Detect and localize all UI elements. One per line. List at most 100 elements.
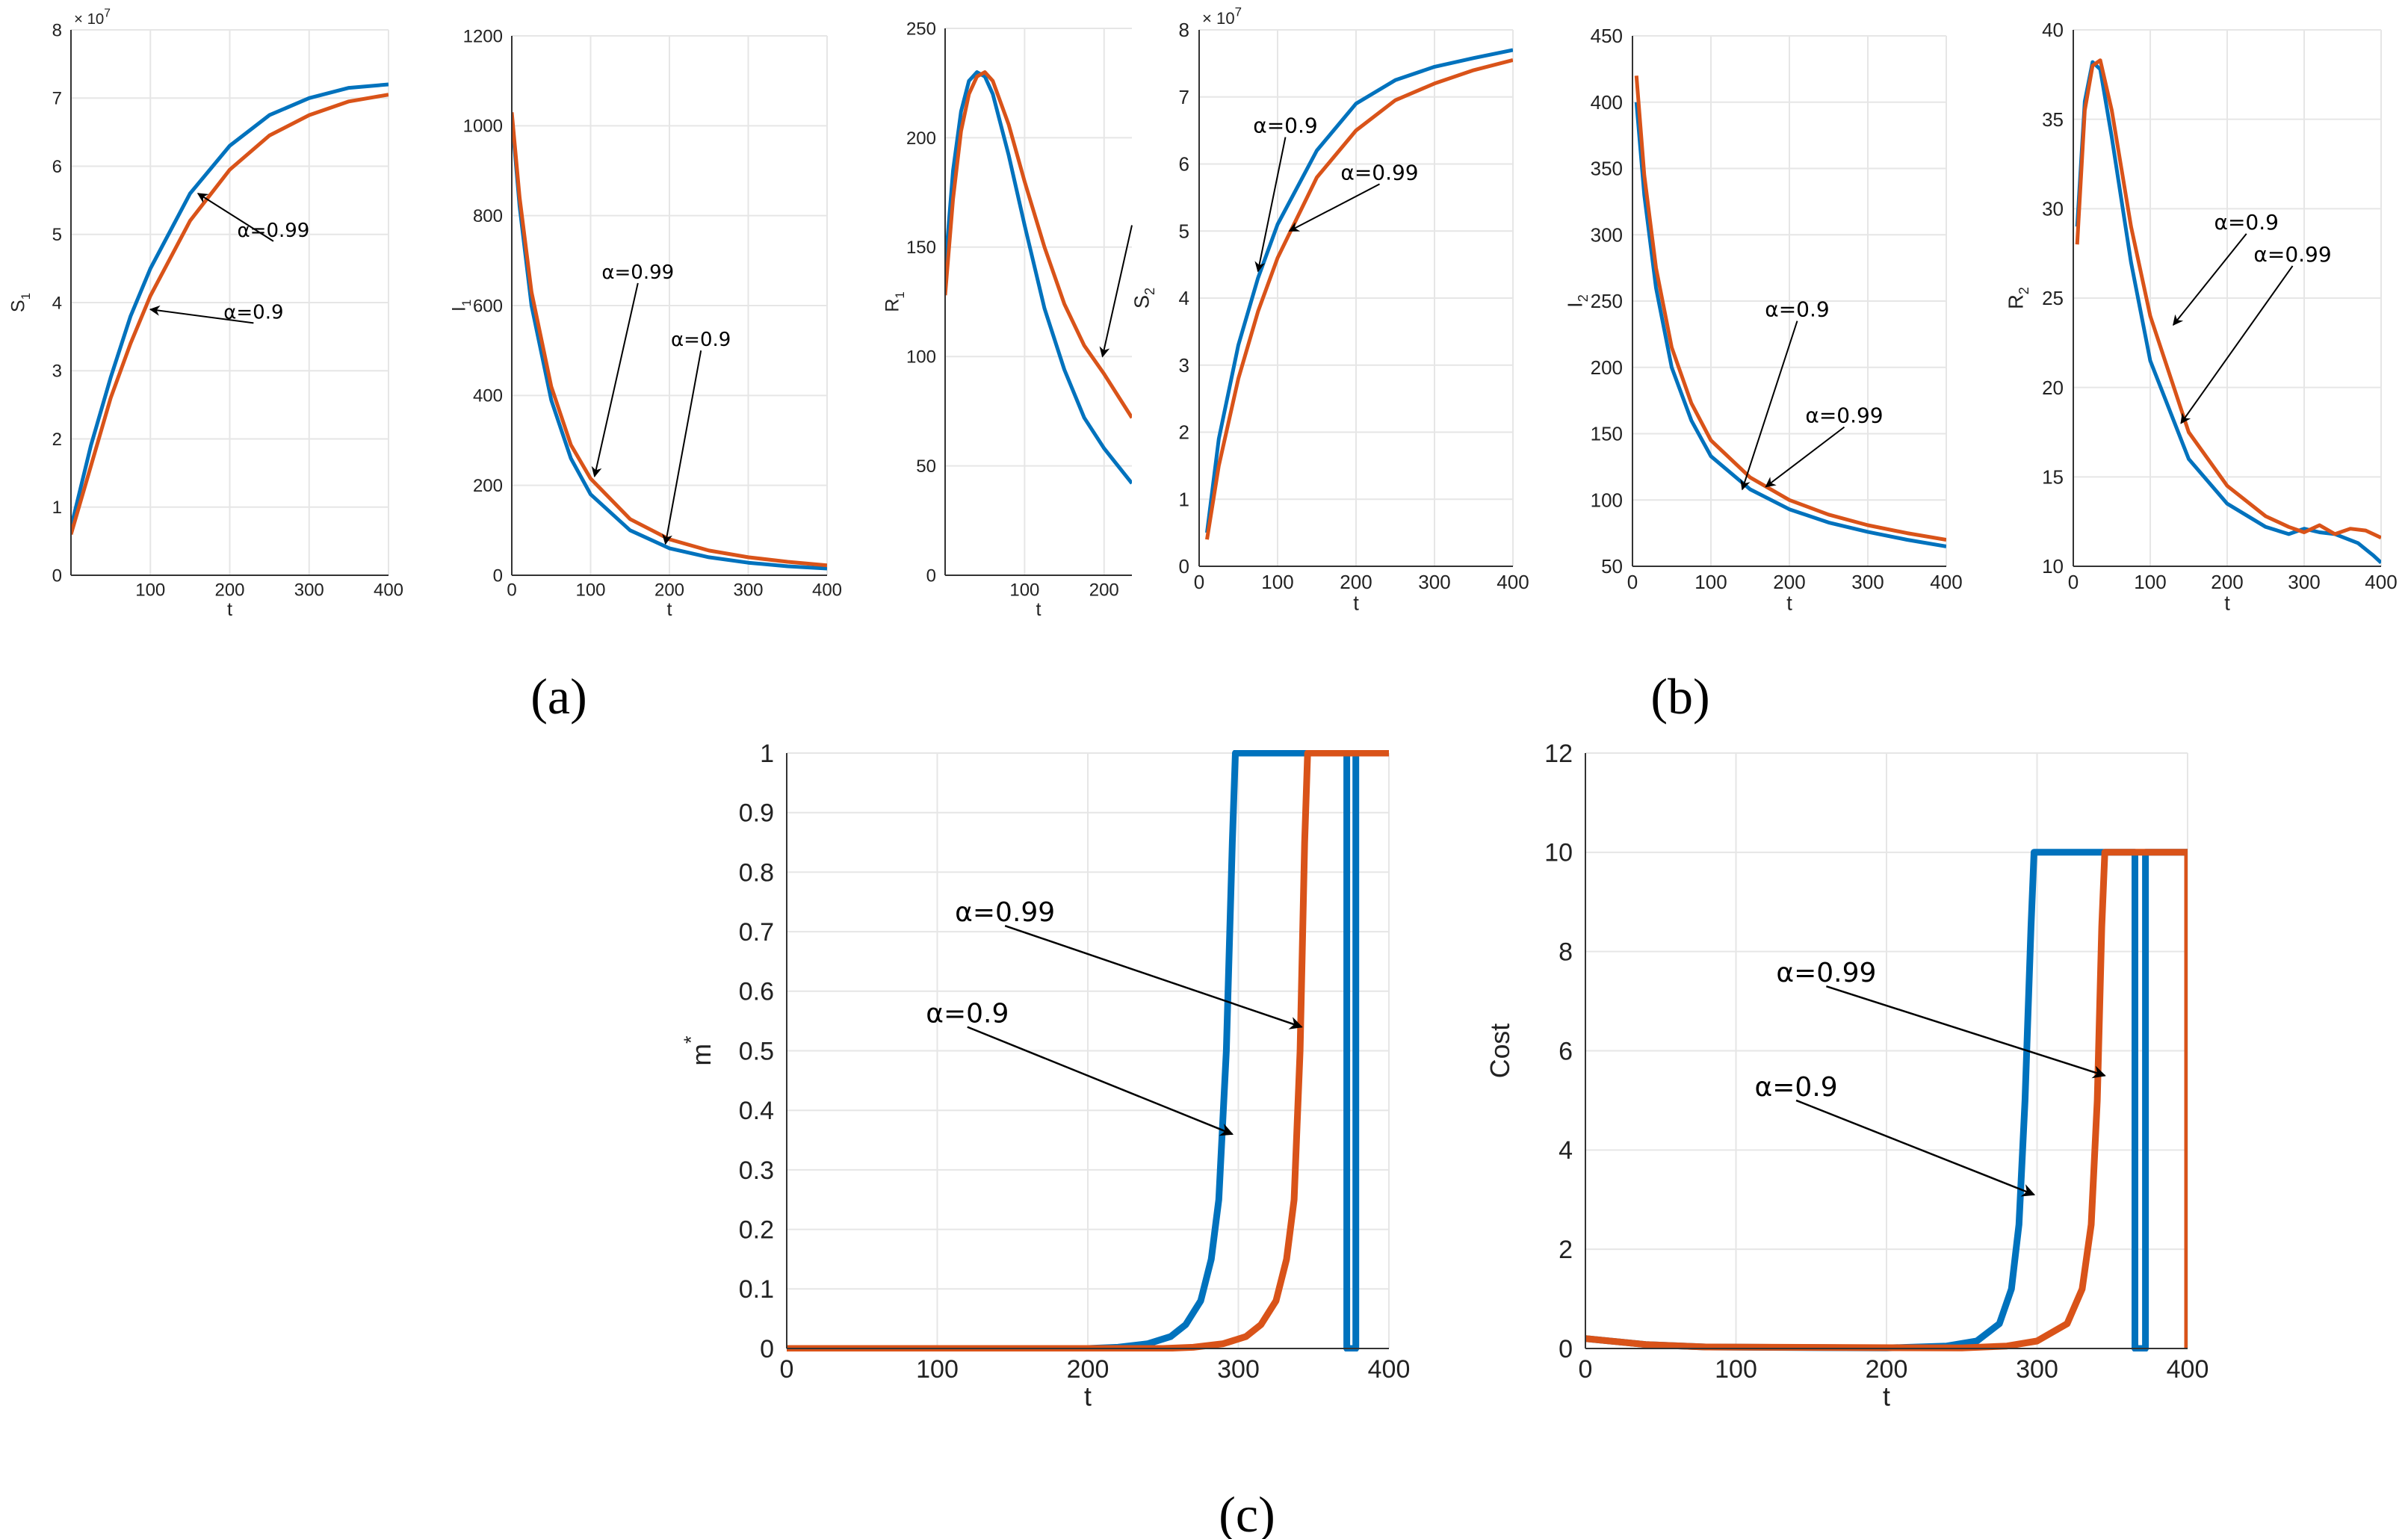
series-line-alpha-0.9 bbox=[1634, 102, 1946, 548]
series-group bbox=[945, 70, 1132, 485]
annotation-arrow bbox=[196, 193, 274, 242]
x-tick-label: 400 bbox=[2167, 1355, 2209, 1384]
series-line-alpha-0.99 bbox=[1205, 58, 1513, 540]
y-tick-label: 0.4 bbox=[739, 1097, 774, 1125]
x-axis-label: t bbox=[667, 599, 672, 620]
y-tick-label: 0 bbox=[52, 566, 62, 586]
x-tick-label: 100 bbox=[135, 580, 165, 601]
y-tick-label: 150 bbox=[1591, 423, 1623, 445]
x-tick-label: 100 bbox=[575, 580, 605, 601]
panel-label-c: (c) bbox=[1219, 1486, 1275, 1539]
y-axis-label: R2 bbox=[2004, 287, 2031, 309]
series-line-alpha-0.99 bbox=[945, 70, 1132, 419]
y-tick-label: 100 bbox=[906, 347, 936, 368]
chart-R2: 0 100 200 300 400 10 15 20 25 30 35 40 t R2 α=0.9 α=0.9… bbox=[2004, 19, 2397, 614]
y-tick-label: 300 bbox=[1591, 223, 1623, 246]
x-tick-label: 200 bbox=[1067, 1355, 1109, 1384]
y-tick-label: 200 bbox=[1591, 356, 1623, 379]
y-tick-label: 20 bbox=[2042, 377, 2064, 399]
annotation: α=0.99 bbox=[1776, 958, 2106, 1079]
y-tick-label: 8 bbox=[52, 20, 62, 40]
annotation-arrow bbox=[149, 305, 254, 324]
annotation-label: α=0.9 bbox=[1253, 114, 1317, 138]
y-tick-label: 35 bbox=[2042, 108, 2064, 131]
y-tick-label: 6 bbox=[52, 157, 62, 177]
annotation: α=0.99 bbox=[1765, 403, 1884, 488]
x-tick-label: 300 bbox=[1418, 571, 1450, 593]
y-tick-label: 0.9 bbox=[739, 799, 774, 828]
annotation-label: α=0.9 bbox=[926, 999, 1009, 1029]
annotation-arrow bbox=[1099, 225, 1133, 358]
panel-label-b: (b) bbox=[1650, 668, 1709, 725]
annotation-arrow bbox=[662, 350, 702, 545]
series-line-alpha-0.99 bbox=[787, 750, 1389, 1351]
y-tick-label: 0.8 bbox=[739, 858, 774, 887]
annotation-arrow bbox=[1254, 137, 1287, 273]
chart-R1: 100 200 0 50 100 150 200 250 t R1 bbox=[882, 19, 1133, 620]
series-line-alpha-0.9 bbox=[1205, 48, 1513, 533]
annotation-label: α=0.99 bbox=[238, 220, 310, 242]
x-tick-label: 300 bbox=[1217, 1355, 1260, 1384]
y-tick-label: 0.7 bbox=[739, 918, 774, 947]
y-tick-label: 4 bbox=[1559, 1136, 1573, 1165]
y-tick-label: 600 bbox=[473, 296, 503, 316]
annotation-arrow bbox=[1826, 985, 2106, 1079]
x-tick-label: 300 bbox=[1851, 571, 1884, 593]
annotation: α=0.9 bbox=[662, 329, 731, 545]
x-axis-label: t bbox=[1036, 599, 1041, 620]
series-group bbox=[1205, 48, 1513, 540]
series-line-alpha-0.99 bbox=[1634, 75, 1946, 542]
series-line-alpha-0.99 bbox=[512, 112, 827, 568]
annotation-label: α=0.9 bbox=[2214, 210, 2279, 235]
x-tick-label: 0 bbox=[780, 1355, 794, 1384]
x-tick-label: 200 bbox=[214, 580, 244, 601]
y-tick-label: 0.5 bbox=[739, 1037, 774, 1065]
annotation: α=0.9 bbox=[926, 999, 1234, 1136]
annotation: α=0.9 bbox=[1755, 1072, 2036, 1197]
y-tick-label: 450 bbox=[1591, 25, 1623, 47]
x-axis-label: t bbox=[1084, 1382, 1092, 1412]
chart-m: 0 100 200 300 400 0 0.1 0.2 0.3 0.4 0.5 0.6 0.7 0.8 0.… bbox=[679, 740, 1410, 1412]
series-line-alpha-0.9 bbox=[945, 70, 1132, 485]
x-tick-label: 300 bbox=[733, 580, 763, 601]
y-tick-label: 10 bbox=[2042, 555, 2064, 577]
x-tick-label: 200 bbox=[1773, 571, 1805, 593]
y-tick-label: 50 bbox=[916, 456, 936, 477]
x-tick-label: 100 bbox=[916, 1355, 959, 1384]
annotation-label: α=0.9 bbox=[671, 329, 731, 351]
y-tick-label: 6 bbox=[1559, 1037, 1573, 1065]
annotation-arrow bbox=[1004, 924, 1303, 1029]
series-group bbox=[1634, 75, 1946, 548]
x-tick-label: 200 bbox=[1866, 1355, 1908, 1384]
y-axis-label: I1 bbox=[449, 300, 474, 312]
annotation-label: α=0.99 bbox=[1776, 958, 1876, 988]
y-multiplier: × 107 bbox=[74, 7, 111, 28]
x-tick-label: 400 bbox=[1930, 571, 1962, 593]
y-tick-label: 1 bbox=[52, 498, 62, 518]
y-tick-label: 200 bbox=[906, 128, 936, 149]
y-tick-label: 4 bbox=[52, 293, 62, 313]
x-tick-label: 100 bbox=[1715, 1355, 1757, 1384]
y-axis-label: I2 bbox=[1563, 294, 1591, 308]
x-tick-label: 400 bbox=[1368, 1355, 1411, 1384]
y-tick-label: 8 bbox=[1179, 19, 1189, 41]
annotation: α=0.9 bbox=[2173, 210, 2279, 326]
y-tick-label: 350 bbox=[1591, 158, 1623, 180]
annotation: α=0.99 bbox=[196, 193, 310, 242]
chart-S2: 0 100 200 300 400 0 1 2 3 4 5 6 7 8 × 107 t S2 α=0.9 α=0.9… bbox=[1130, 5, 1529, 615]
annotation-label: α=0.99 bbox=[1340, 160, 1418, 185]
y-tick-label: 800 bbox=[473, 206, 503, 226]
y-axis-label: S2 bbox=[1130, 288, 1157, 309]
x-tick-label: 0 bbox=[1627, 571, 1638, 593]
y-tick-label: 10 bbox=[1544, 839, 1573, 867]
annotation-label: α=0.9 bbox=[223, 301, 283, 323]
chart-I2: 0 100 200 300 400 50 100 150 200 250 300 350 400 450 t… bbox=[1563, 25, 1962, 614]
y-tick-label: 0.1 bbox=[739, 1275, 774, 1304]
chart-I1: 0 100 200 300 400 0 200 400 600 800 1000 1200 t I1 α=0… bbox=[449, 26, 842, 620]
y-tick-label: 2 bbox=[1559, 1236, 1573, 1264]
y-tick-label: 3 bbox=[1179, 354, 1189, 377]
annotation-arrow bbox=[1795, 1099, 2036, 1197]
annotation bbox=[1099, 225, 1133, 358]
y-tick-label: 1000 bbox=[463, 117, 503, 137]
